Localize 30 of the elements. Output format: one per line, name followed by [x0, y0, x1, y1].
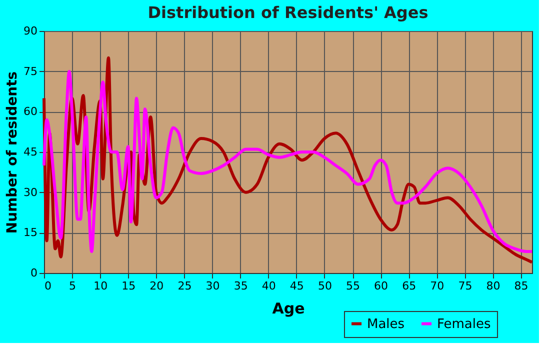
y-tick-label: 90 [24, 24, 38, 38]
x-tick-label: 60 [374, 280, 388, 292]
chart-title: Distribution of Residents' Ages [148, 3, 428, 22]
legend-label: Males [367, 316, 405, 332]
x-tick-label: 75 [458, 280, 472, 292]
x-tick-label: 45 [290, 280, 304, 292]
y-tick-label: 15 [24, 226, 38, 240]
y-tick-label: 30 [24, 186, 38, 199]
x-tick-label: 85 [514, 280, 528, 292]
x-tick-label: 5 [69, 280, 76, 292]
y-tick-label: 0 [30, 266, 38, 280]
x-tick-label: 0 [44, 280, 52, 292]
y-axis-title: Number of residents [4, 71, 21, 234]
y-tick-label: 60 [24, 105, 38, 118]
x-tick-label: 10 [94, 280, 108, 292]
y-tick-label: 45 [24, 146, 38, 158]
x-tick-label: 35 [234, 280, 248, 292]
x-tick-label: 30 [206, 280, 220, 292]
x-tick-label: 25 [178, 280, 192, 292]
legend-label: Females [437, 316, 492, 332]
x-axis-title: Age [272, 300, 305, 318]
x-tick-label: 20 [150, 280, 164, 292]
x-tick-label: 55 [346, 280, 360, 292]
x-tick-label: 80 [486, 280, 500, 292]
y-tick-label: 75 [24, 64, 38, 78]
x-tick-label: 70 [430, 280, 444, 292]
x-tick-label: 50 [318, 280, 332, 292]
x-tick-label: 40 [262, 280, 276, 292]
x-tick-label: 15 [122, 280, 136, 292]
x-tick-label: 65 [402, 280, 416, 292]
